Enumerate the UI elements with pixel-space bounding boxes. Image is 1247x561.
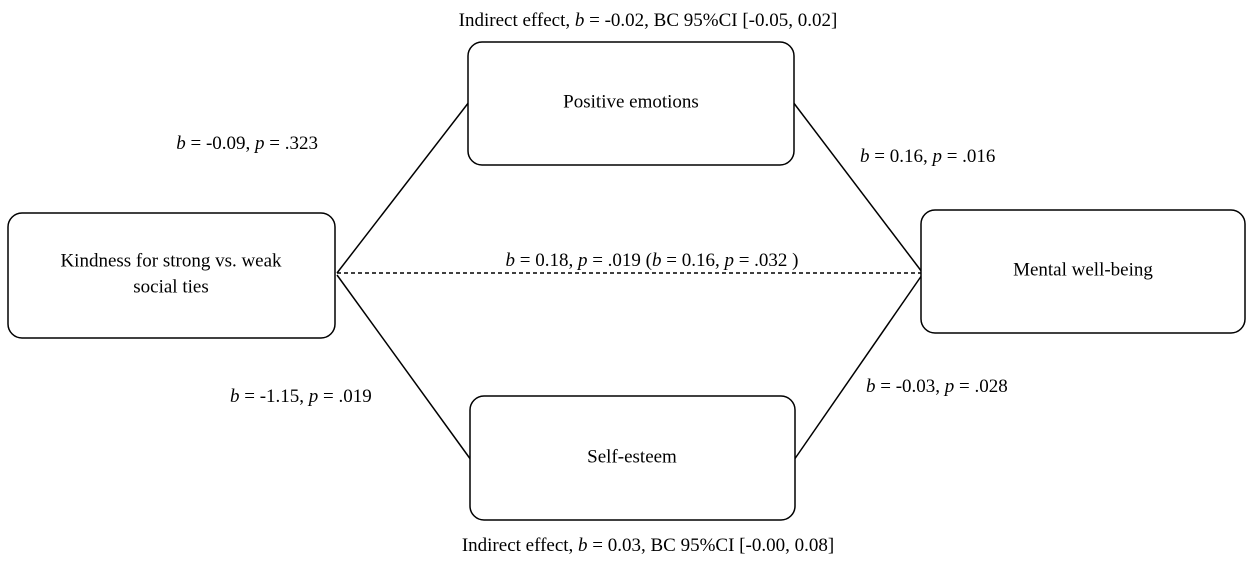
label-run: = -0.09,: [186, 133, 255, 154]
path-line: [336, 101, 470, 274]
path-line: [793, 274, 923, 461]
label-run: p: [943, 376, 955, 397]
node-box: [7, 212, 336, 339]
label-run: p: [930, 146, 942, 167]
label-run: = .323: [265, 133, 318, 154]
node-label: Mental well-being: [1013, 259, 1153, 280]
label-run: p: [253, 133, 265, 154]
label-run: b: [652, 250, 662, 271]
path-line: [792, 101, 923, 273]
path-line: [336, 274, 472, 461]
label-run: p: [307, 386, 319, 407]
path-label: b = 0.18, p = .019 (b = 0.16, p = .032 ): [505, 250, 798, 271]
label-run: = 0.18,: [515, 250, 578, 271]
node-label: Kindness for strong vs. weak: [60, 250, 282, 271]
path-label: b = -1.15, p = .019: [230, 386, 372, 407]
node-box: [469, 395, 796, 521]
label-run: p: [722, 250, 734, 271]
label-run: = 0.16,: [662, 250, 725, 271]
label-run: Indirect effect,: [462, 535, 578, 556]
label-run: = -0.03,: [876, 376, 945, 397]
label-run: b: [866, 376, 876, 397]
label-run: = .016: [942, 146, 995, 167]
label-run: = 0.03, BC 95%CI [-0.00, 0.08]: [588, 535, 835, 556]
path-label: Indirect effect, b = 0.03, BC 95%CI [-0.…: [462, 535, 834, 556]
label-run: = .019: [318, 386, 371, 407]
path-label: b = 0.16, p = .016: [860, 146, 995, 167]
node-label: Self-esteem: [587, 446, 677, 467]
label-run: b: [578, 535, 588, 556]
node-label: Positive emotions: [563, 91, 699, 112]
label-run: Indirect effect,: [459, 10, 575, 31]
path-label: Indirect effect, b = -0.02, BC 95%CI [-0…: [459, 10, 838, 31]
label-run: = .032 ): [734, 250, 799, 271]
label-run: b: [505, 250, 515, 271]
label-run: = .019 (: [587, 250, 652, 271]
label-run: p: [576, 250, 588, 271]
label-run: = 0.16,: [870, 146, 933, 167]
node-label: social ties: [133, 276, 208, 297]
path-label: b = -0.03, p = .028: [866, 376, 1008, 397]
path-label: b = -0.09, p = .323: [176, 133, 318, 154]
label-run: = -1.15,: [240, 386, 309, 407]
node-box: [467, 41, 795, 166]
label-run: = -0.02, BC 95%CI [-0.05, 0.02]: [584, 10, 837, 31]
label-run: b: [230, 386, 240, 407]
label-run: b: [860, 146, 870, 167]
label-run: b: [176, 133, 186, 154]
node-box: [920, 209, 1246, 334]
label-run: = .028: [954, 376, 1007, 397]
label-run: b: [575, 10, 585, 31]
